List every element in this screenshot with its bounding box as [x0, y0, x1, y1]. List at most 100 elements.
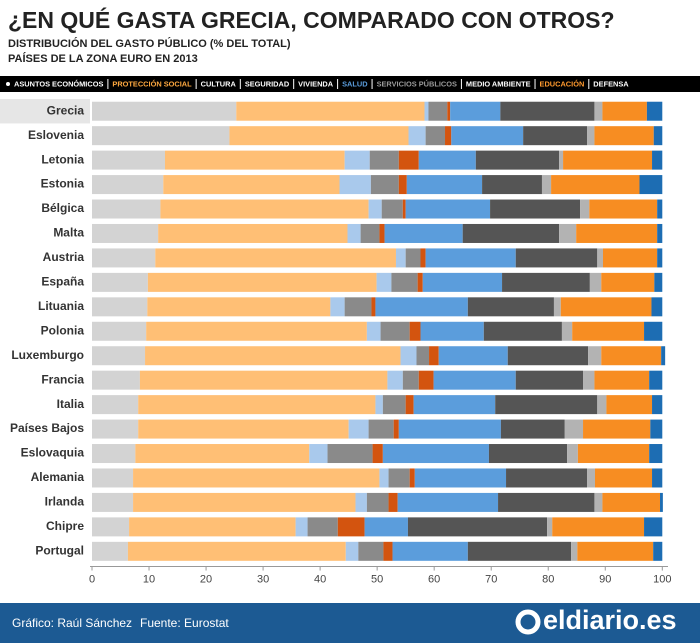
bar-segment — [147, 297, 331, 317]
bar-segment — [92, 248, 156, 268]
bar-segment — [467, 541, 572, 561]
bar-segment — [653, 126, 663, 146]
bar-segment — [417, 272, 423, 292]
bar-segment — [309, 444, 328, 464]
bar-segment — [420, 248, 426, 268]
bar-segment — [381, 199, 403, 219]
y-tick-label: Francia — [41, 372, 84, 386]
bar-segment — [337, 517, 365, 537]
bar-segment — [495, 395, 598, 415]
y-tick-label: Austria — [43, 250, 85, 264]
bar-segment — [462, 223, 560, 243]
bar-segment — [587, 126, 595, 146]
bar-segment — [372, 444, 383, 464]
bar-segment — [577, 444, 650, 464]
legend-label: DEFENSA — [593, 79, 629, 88]
bar-segment — [594, 101, 603, 121]
bar-segment — [502, 272, 590, 292]
bar-segment — [652, 150, 663, 170]
bar-segment — [327, 444, 373, 464]
bar-segment — [344, 297, 372, 317]
bar-segment — [330, 297, 345, 317]
logo-icon — [515, 609, 541, 635]
bar-segment — [229, 126, 409, 146]
bar-segment — [560, 297, 652, 317]
bar-segment — [360, 223, 380, 243]
bar-segment — [395, 248, 406, 268]
x-tick-label: 60 — [428, 573, 440, 585]
y-tick-label: Grecia — [47, 103, 85, 117]
bar-segment — [601, 346, 662, 366]
bar-segment — [92, 321, 147, 341]
bar-segment — [405, 248, 421, 268]
bar-segment — [405, 395, 414, 415]
x-tick-label: 70 — [485, 573, 497, 585]
bar-segment — [652, 395, 663, 415]
bar-segment — [388, 492, 398, 512]
bar-segment — [92, 419, 139, 439]
bar-segment — [657, 223, 663, 243]
bar-segment — [369, 150, 399, 170]
y-tick-label: Irlanda — [45, 495, 85, 509]
bar-segment — [506, 468, 588, 488]
bar-segment — [445, 126, 452, 146]
bar-segment — [127, 541, 346, 561]
bar-segment — [408, 126, 426, 146]
bar-segment — [307, 517, 338, 537]
bar-segment — [429, 346, 439, 366]
legend-label: ASUNTOS ECONÓMICOS — [14, 79, 103, 88]
bar-segment — [413, 395, 496, 415]
bar-segment — [398, 150, 419, 170]
y-tick-label: Luxemburgo — [11, 348, 84, 362]
x-tick-label: 20 — [200, 573, 212, 585]
bar-segment — [387, 370, 403, 390]
bar-segment — [138, 395, 376, 415]
bar-segment — [133, 492, 356, 512]
bar-segment — [295, 517, 308, 537]
bar-segment — [654, 272, 663, 292]
bar-segment — [135, 444, 310, 464]
bar-segment — [370, 175, 399, 195]
bar-segment — [348, 419, 369, 439]
bar-segment — [433, 370, 516, 390]
bar-segment — [572, 321, 645, 341]
bar-segment — [601, 272, 655, 292]
bar-segment — [515, 248, 598, 268]
bar-segment — [602, 492, 661, 512]
bar-segment — [164, 150, 345, 170]
bar-segment — [467, 297, 554, 317]
legend-background — [0, 76, 700, 92]
bar-segment — [547, 517, 553, 537]
bar-segment — [364, 517, 408, 537]
legend-label: CULTURA — [201, 79, 237, 88]
bar-segment — [498, 492, 595, 512]
bar-segment — [425, 126, 446, 146]
bar-segment — [398, 175, 407, 195]
footer-source: Fuente: Eurostat — [140, 616, 229, 630]
bar-segment — [345, 541, 359, 561]
bar-segment — [382, 395, 406, 415]
bar-segment — [649, 370, 663, 390]
bar-segment — [475, 150, 560, 170]
bar-segment — [409, 468, 415, 488]
bar-segment — [606, 395, 653, 415]
bar-segment — [392, 541, 468, 561]
bar-segment — [398, 419, 501, 439]
bar-segment — [500, 419, 565, 439]
bar-segment — [391, 272, 418, 292]
bar-segment — [657, 199, 663, 219]
footer-logo: eldiario.es — [543, 605, 677, 635]
y-tick-label: Países Bajos — [10, 421, 84, 435]
bar-segment — [483, 321, 562, 341]
bar-segment — [382, 444, 489, 464]
bar-segment — [366, 321, 381, 341]
bar-segment — [646, 101, 663, 121]
y-tick-label: Lituania — [38, 299, 84, 313]
legend-label: SALUD — [342, 79, 368, 88]
bar-segment — [393, 419, 399, 439]
bar-segment — [589, 199, 658, 219]
bar-segment — [428, 101, 448, 121]
bar-segment — [397, 492, 499, 512]
